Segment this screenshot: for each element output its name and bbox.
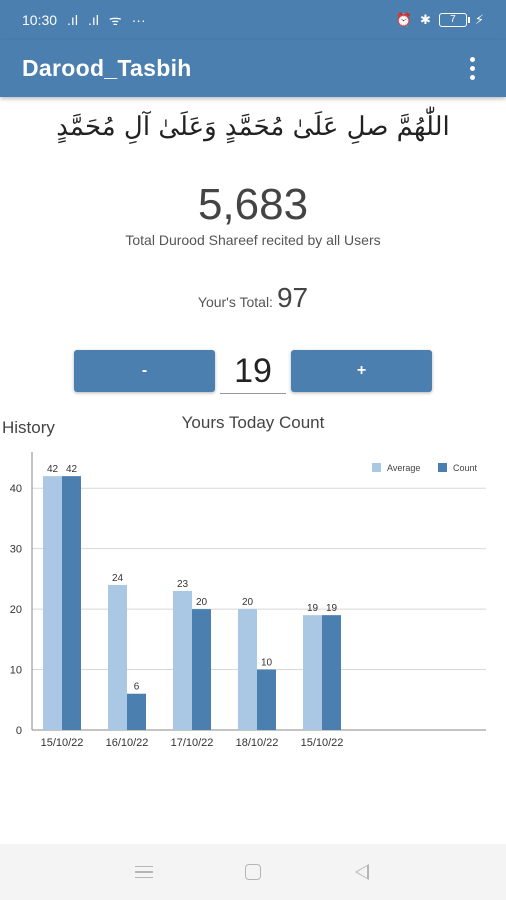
bar-count: [127, 693, 146, 730]
your-total-label: Your's Total:: [197, 294, 273, 310]
bar-data-label: 24: [112, 573, 124, 584]
arabic-durood-text: اللّٰهُمَّ صلِ عَلَىٰ مُحَمَّدٍ وَعَلَىٰ…: [56, 112, 450, 142]
menu-icon[interactable]: [124, 852, 164, 892]
app-title: Darood_Tasbih: [22, 55, 192, 81]
alarm-icon: ⏰: [395, 12, 412, 27]
your-total-value: 97: [276, 282, 309, 313]
app-bar: Darood_Tasbih: [0, 40, 506, 97]
y-tick-label: 10: [10, 665, 22, 677]
bluetooth-icon: ✱: [419, 12, 431, 27]
bar-average: [238, 609, 257, 730]
bar-average: [173, 590, 192, 730]
decrement-button[interactable]: -: [74, 350, 215, 392]
bar-data-label: 10: [261, 658, 273, 669]
back-icon[interactable]: [342, 852, 382, 892]
signal-icon: .ıl: [67, 12, 78, 28]
bar-average: [43, 476, 62, 730]
clock: 10:30: [22, 12, 58, 28]
signal-icon-2: .ıl: [87, 12, 99, 28]
chart-title: Yours Today Count: [181, 413, 325, 432]
bar-count: [257, 669, 276, 730]
bar-data-label: 42: [66, 464, 78, 475]
legend-swatch: [372, 463, 381, 472]
x-tick-label: 18/10/22: [236, 737, 279, 749]
status-bar: 10:30 .ıl .ıl ᯤ ··· ⏰ ✱ 7 ⚡: [0, 0, 506, 40]
bar-average: [108, 584, 127, 730]
y-tick-label: 40: [10, 483, 22, 495]
counter-row: - 19 +: [74, 348, 432, 394]
battery-icon: 7: [438, 13, 470, 27]
more-notifications-icon: ···: [131, 12, 146, 28]
legend-label: Count: [453, 463, 478, 473]
bar-average: [303, 615, 322, 730]
bar-count: [322, 615, 341, 730]
x-tick-label: 15/10/22: [41, 737, 84, 749]
x-tick-label: 17/10/22: [171, 737, 214, 749]
bar-count: [192, 609, 211, 730]
bar-data-label: 20: [242, 597, 254, 608]
charging-icon: ⚡: [474, 12, 484, 27]
x-tick-label: 15/10/22: [301, 737, 344, 749]
bar-count: [62, 476, 81, 730]
bar-data-label: 23: [177, 579, 189, 590]
y-tick-label: 20: [10, 604, 22, 616]
legend-label: Average: [387, 463, 420, 473]
x-tick-label: 16/10/22: [106, 737, 149, 749]
history-label: History: [2, 418, 55, 437]
chart-svg: 0 10 20 30 40 42 42 15/10/22 24 6 16/10/22 23 20 17/1…: [10, 452, 486, 749]
legend-swatch: [438, 463, 447, 472]
increment-button[interactable]: +: [291, 350, 432, 392]
total-count: 5,683: [197, 180, 309, 229]
home-icon[interactable]: [233, 852, 273, 892]
y-tick-label: 0: [16, 725, 22, 737]
counter-value[interactable]: 19: [220, 348, 286, 394]
your-total: Your's Total: 97: [0, 282, 506, 314]
bar-data-label: 20: [196, 597, 208, 608]
y-tick-label: 30: [10, 544, 22, 556]
bar-data-label: 19: [326, 603, 338, 614]
total-count-label: Total Durood Shareef recited by all User…: [125, 232, 381, 248]
wifi-icon: ᯤ: [108, 11, 122, 28]
bar-data-label: 6: [134, 682, 140, 693]
history-chart: 0 10 20 30 40 42 42 15/10/22 24 6 16/10/22 23 20 17/1…: [0, 440, 506, 760]
more-vert-icon[interactable]: [460, 54, 484, 84]
bar-data-label: 42: [47, 464, 59, 475]
bar-data-label: 19: [307, 603, 319, 614]
nav-bar: [0, 844, 506, 900]
